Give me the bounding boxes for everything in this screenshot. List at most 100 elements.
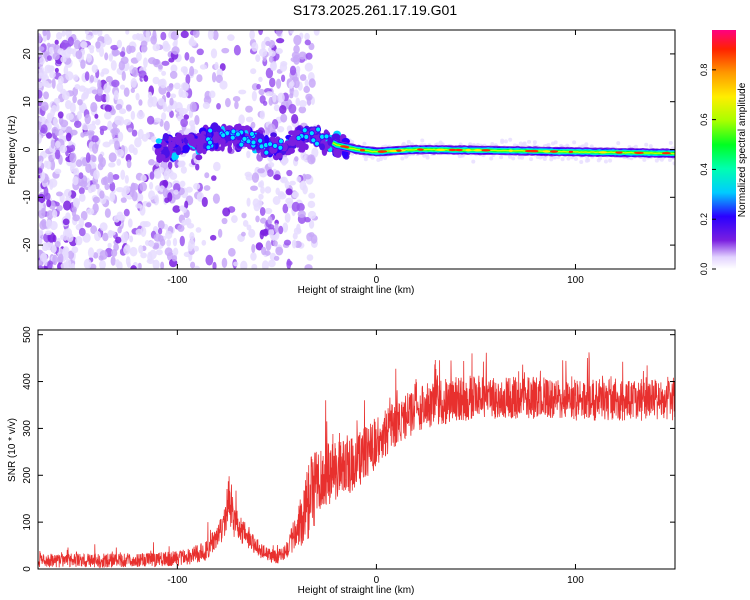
spectrogram-noise-blob xyxy=(146,202,152,208)
spectrogram-noise-blob xyxy=(45,83,53,88)
spectrogram-hot-blob xyxy=(301,127,308,134)
spectrogram-haze-blob xyxy=(508,137,513,142)
spectrogram-noise-blob xyxy=(163,170,170,181)
spectrogram-noise-blob xyxy=(51,78,56,89)
spectrogram-noise-blob xyxy=(125,256,131,266)
spectrogram-noise-blob xyxy=(306,254,314,261)
spectrogram-haze-blob xyxy=(560,157,565,162)
spectrogram-noise-blob xyxy=(129,235,134,243)
spectrogram-peak xyxy=(615,151,623,154)
spectrogram-noise-blob xyxy=(109,181,116,192)
spectrogram-noise-blob xyxy=(115,236,122,244)
spectrogram-noise-blob xyxy=(293,45,300,54)
spectrogram-noise-blob xyxy=(286,260,293,266)
spectrogram-noise-blob xyxy=(95,41,101,49)
spectrogram-noise-blob xyxy=(137,262,142,269)
spectrogram-noise-blob xyxy=(78,177,85,187)
spectrogram-signal-blob xyxy=(155,138,162,144)
spectrogram-noise-blob xyxy=(99,190,105,199)
spectrogram-noise-blob xyxy=(103,83,111,94)
spectrogram-noise-blob xyxy=(268,50,276,58)
spectrogram-noise-blob xyxy=(158,64,163,70)
spectrogram-noise-blob xyxy=(147,57,157,65)
spectrogram-noise-blob xyxy=(190,36,195,45)
spectrogram-noise-blob xyxy=(57,75,64,86)
spectrogram-noise-blob xyxy=(155,249,163,256)
spectrogram-noise-blob xyxy=(264,186,272,194)
spectrogram-haze-blob xyxy=(400,156,405,161)
spectrogram-noise-blob xyxy=(308,42,315,51)
spectrogram-noise-blob xyxy=(94,113,99,119)
spectrogram-noise-blob xyxy=(111,79,120,88)
colorbar-tick-label: 0.4 xyxy=(699,163,709,176)
spectrogram-haze-blob xyxy=(672,161,675,166)
spectrogram-noise-blob xyxy=(310,154,315,164)
spectrogram-noise-blob xyxy=(168,83,174,91)
spectrogram-hot-blob xyxy=(267,141,273,148)
spectrogram-noise-blob xyxy=(268,228,275,237)
spectrogram-hot-blob xyxy=(303,133,310,140)
spectrogram-signal-blob xyxy=(169,141,176,148)
spectrogram-noise-blob xyxy=(167,161,173,170)
spectrogram-x-label: Height of straight line (km) xyxy=(298,285,415,296)
spectrogram-noise-blob xyxy=(112,174,120,180)
spectrogram-noise-blob xyxy=(203,185,211,191)
spectrogram-noise-blob xyxy=(161,60,170,66)
spectrogram-noise-blob xyxy=(84,30,90,35)
spectrogram-noise-blob xyxy=(80,210,88,221)
spectrogram-noise-blob xyxy=(44,64,53,74)
spectrogram-noise-blob xyxy=(41,207,46,214)
spectrogram-noise-blob xyxy=(130,77,137,88)
snr-y-tick-label: 500 xyxy=(22,326,33,343)
spectrogram-noise-blob xyxy=(75,235,83,246)
spectrogram-noise-blob xyxy=(41,242,49,252)
spectrogram-hot-blob xyxy=(249,131,255,137)
spectrogram-noise-blob xyxy=(101,68,110,75)
spectrogram-noise-blob xyxy=(171,46,180,55)
spectrogram-noise-blob xyxy=(81,122,90,131)
spectrogram-haze-blob xyxy=(668,140,673,145)
spectrogram-noise-blob xyxy=(63,261,70,268)
spectrogram-noise-blob xyxy=(165,230,173,240)
colorbar-tick-label: 0.6 xyxy=(699,113,709,126)
spectrogram-noise-blob xyxy=(155,185,161,192)
spectrogram-noise-blob xyxy=(300,151,307,161)
spectrogram-noise-blob xyxy=(135,203,143,209)
spectrogram-noise-blob xyxy=(115,103,123,111)
spectrogram-noise-blob xyxy=(152,259,160,269)
spectrogram-haze-blob xyxy=(579,159,584,164)
spectrogram-haze-blob xyxy=(511,156,516,161)
spectrogram-noise-blob xyxy=(299,74,307,82)
spectrogram-noise-blob xyxy=(246,150,251,159)
spectrogram-y-ticks: -20 -10 0 10 20 xyxy=(22,48,675,252)
spectrogram-noise-blob xyxy=(128,45,136,53)
spectrogram-noise-blob xyxy=(193,183,201,190)
snr-series-line xyxy=(38,352,675,569)
spectrogram-noise-blob xyxy=(242,220,249,227)
spectrogram-noise-blob xyxy=(305,93,313,101)
spectrogram-noise-blob xyxy=(107,174,114,185)
spectrogram-noise-blob xyxy=(234,101,239,110)
spectrogram-noise-blob xyxy=(284,212,291,223)
spectrogram-noise-blob xyxy=(295,97,301,107)
spectrogram-noise-blob xyxy=(166,91,171,98)
spectrogram-peak xyxy=(465,148,472,152)
spectrogram-noise-blob xyxy=(304,216,311,223)
spectrogram-noise-blob xyxy=(112,49,121,56)
spectrogram-noise-blob xyxy=(264,250,271,256)
spectrogram-noise-blob xyxy=(160,261,165,269)
spectrogram-hot-blob xyxy=(263,149,270,156)
spectrogram-noise-blob xyxy=(52,52,60,61)
spectrogram-noise-blob xyxy=(232,96,241,102)
spectrogram-noise-blob xyxy=(89,74,95,83)
spectrogram-hot-blob xyxy=(220,132,227,139)
spectrogram-peak xyxy=(508,149,513,152)
spectrogram-noise-blob xyxy=(90,225,98,235)
spectrogram-noise-blob xyxy=(40,171,46,181)
spectrogram-noise-blob xyxy=(85,163,92,174)
spectrogram-noise-blob xyxy=(181,207,187,213)
spectrogram-noise-blob xyxy=(69,165,75,173)
spectrogram-noise-blob xyxy=(116,158,122,166)
spectrogram-noise-blob xyxy=(86,53,92,63)
spectrogram-noise-blob xyxy=(251,243,256,253)
